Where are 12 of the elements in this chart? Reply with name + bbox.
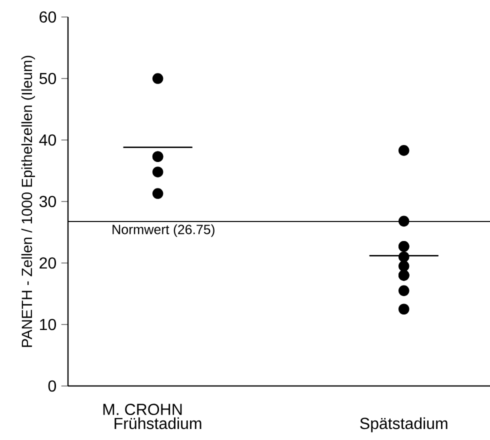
- y-tick-label: 40: [39, 134, 56, 146]
- y-tick-label: 20: [40, 257, 56, 269]
- y-tick-label: 50: [39, 72, 56, 84]
- x-tick-label: Frühstadium: [114, 417, 202, 430]
- y-tick-label: 30: [39, 196, 56, 208]
- ref-line-label: Normwert (26.75): [112, 224, 214, 237]
- text: M. CROHN: [103, 404, 182, 416]
- y-tick-label: 60: [40, 11, 56, 23]
- y-tick-label: 0: [48, 380, 56, 392]
- y-axis-title: PANETH - Zellen / 1000 Epithelzellen (Ileum): [21, 56, 35, 347]
- x-tick-label: Spätstadium: [360, 417, 448, 432]
- y-tick-label: 10: [40, 318, 56, 330]
